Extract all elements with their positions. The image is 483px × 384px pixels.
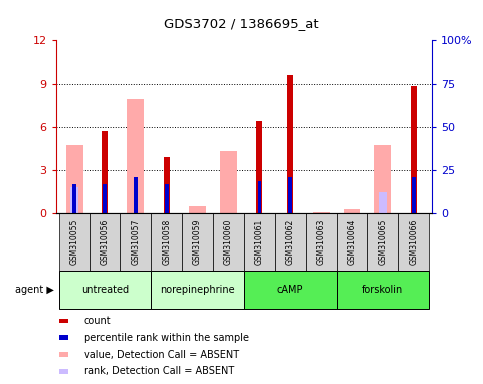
Bar <box>189 206 206 213</box>
Bar <box>306 213 337 271</box>
Bar <box>337 271 429 309</box>
Bar <box>379 192 387 213</box>
Bar <box>102 131 108 213</box>
Text: GSM310060: GSM310060 <box>224 219 233 265</box>
Text: GSM310061: GSM310061 <box>255 219 264 265</box>
Bar <box>134 177 138 213</box>
Bar <box>343 209 360 213</box>
Text: GSM310066: GSM310066 <box>409 219 418 265</box>
Bar <box>288 177 292 213</box>
Bar <box>58 213 89 271</box>
Bar <box>59 319 68 323</box>
Bar <box>89 213 120 271</box>
Text: percentile rank within the sample: percentile rank within the sample <box>84 333 249 343</box>
Text: rank, Detection Call = ABSENT: rank, Detection Call = ABSENT <box>84 366 234 376</box>
Bar <box>244 271 337 309</box>
Text: GSM310056: GSM310056 <box>100 219 110 265</box>
Text: GSM310057: GSM310057 <box>131 219 141 265</box>
Text: GSM310062: GSM310062 <box>286 219 295 265</box>
Bar <box>275 213 306 271</box>
Bar <box>120 213 151 271</box>
Bar <box>256 121 262 213</box>
Text: GSM310064: GSM310064 <box>347 219 356 265</box>
Bar <box>220 151 237 213</box>
Text: norepinephrine: norepinephrine <box>160 285 235 295</box>
Bar <box>151 213 182 271</box>
Text: GDS3702 / 1386695_at: GDS3702 / 1386695_at <box>164 17 319 30</box>
Bar <box>72 184 76 213</box>
Text: value, Detection Call = ABSENT: value, Detection Call = ABSENT <box>84 349 239 360</box>
Text: GSM310055: GSM310055 <box>70 219 79 265</box>
Text: GSM310058: GSM310058 <box>162 219 171 265</box>
Bar <box>59 352 68 357</box>
Bar <box>368 213 398 271</box>
Bar <box>337 213 368 271</box>
Text: untreated: untreated <box>81 285 129 295</box>
Text: GSM310059: GSM310059 <box>193 219 202 265</box>
Bar <box>412 177 415 213</box>
Bar <box>374 146 391 213</box>
Bar <box>59 369 68 374</box>
Bar <box>257 182 261 213</box>
Bar <box>244 213 275 271</box>
Bar <box>398 213 429 271</box>
Bar <box>287 75 293 213</box>
Bar <box>58 271 151 309</box>
Bar <box>164 157 170 213</box>
Bar <box>165 184 169 213</box>
Bar <box>128 99 144 213</box>
Bar <box>151 271 244 309</box>
Bar <box>103 184 107 213</box>
Bar <box>66 146 83 213</box>
Text: forskolin: forskolin <box>362 285 403 295</box>
Bar <box>59 336 68 340</box>
Text: GSM310063: GSM310063 <box>317 219 326 265</box>
Bar <box>182 213 213 271</box>
Text: cAMP: cAMP <box>277 285 303 295</box>
Bar <box>313 212 329 213</box>
Text: count: count <box>84 316 112 326</box>
Bar <box>213 213 244 271</box>
Bar <box>411 86 417 213</box>
Text: agent ▶: agent ▶ <box>15 285 54 295</box>
Text: GSM310065: GSM310065 <box>378 219 387 265</box>
Bar <box>70 187 78 213</box>
